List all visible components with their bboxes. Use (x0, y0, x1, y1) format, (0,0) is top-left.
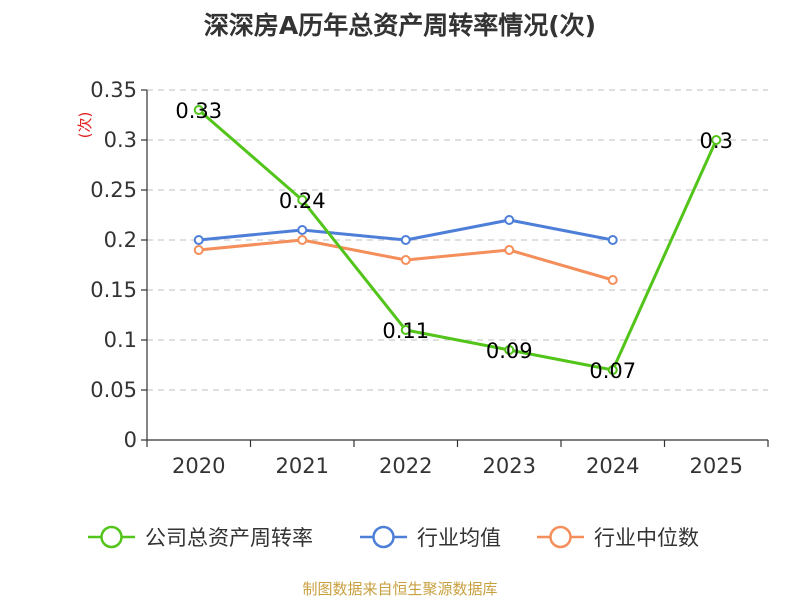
y-tick-label: 0.35 (90, 78, 137, 102)
data-point (400, 255, 411, 265)
y-tick-label: 0.2 (104, 228, 137, 252)
x-tick-label: 2021 (276, 454, 329, 478)
data-point (193, 105, 204, 115)
y-axis-label: (次) (76, 112, 94, 139)
data-point (297, 195, 308, 205)
legend-item-2[interactable]: 行业中位数 (537, 525, 699, 550)
legend[interactable]: 公司总资产周转率 行业均值 行业中位数 (88, 525, 699, 550)
y-tick-labels: 0 0.05 0.1 0.15 0.2 0.25 0.3 0.35 (90, 78, 147, 452)
data-point (711, 135, 722, 145)
y-tick-label: 0.1 (104, 328, 137, 352)
data-point (504, 345, 515, 355)
x-tick-label: 2022 (379, 454, 432, 478)
data-point (193, 235, 204, 245)
data-label: 0.09 (486, 339, 533, 363)
y-tick-label: 0.05 (90, 378, 137, 402)
chart-title: 深深房A历年总资产周转率情况(次) (203, 11, 597, 40)
series-0: 0.33 0.24 0.11 0.09 0.07 0.3 (175, 99, 733, 383)
series-1 (193, 215, 618, 245)
legend-marker-icon (549, 525, 572, 549)
y-tick-label: 0 (124, 428, 137, 452)
y-tick-label: 0.25 (90, 178, 137, 202)
x-tick-labels: 2020 2021 2022 2023 2024 2025 (146, 440, 769, 478)
legend-label: 行业均值 (417, 526, 501, 550)
series-2 (193, 235, 618, 285)
y-tick-label: 0.3 (104, 128, 137, 152)
data-point (504, 245, 515, 255)
legend-label: 公司总资产周转率 (145, 526, 313, 550)
x-tick-label: 2020 (172, 454, 225, 478)
data-label: 0.24 (279, 189, 326, 213)
data-point (607, 235, 618, 245)
source-note: 制图数据来自恒生聚源数据库 (302, 580, 498, 598)
x-tick-label: 2024 (586, 454, 639, 478)
data-point (297, 225, 308, 235)
grid-lines (147, 89, 768, 391)
data-label: 0.11 (382, 319, 429, 343)
legend-item-1[interactable]: 行业均值 (360, 525, 501, 550)
x-tick-label: 2025 (690, 454, 743, 478)
data-point (607, 275, 618, 285)
series-line (197, 108, 718, 372)
data-label: 0.07 (589, 359, 636, 383)
series-group: 0.33 0.24 0.11 0.09 0.07 0.3 (175, 99, 733, 383)
x-tick-label: 2023 (483, 454, 536, 478)
y-tick-label: 0.15 (90, 278, 137, 302)
data-point (297, 235, 308, 245)
data-point (193, 245, 204, 255)
legend-marker-icon (100, 525, 123, 549)
data-label: 0.3 (700, 129, 733, 153)
legend-marker-icon (372, 525, 395, 549)
data-point (400, 235, 411, 245)
data-point (504, 215, 515, 225)
data-point (400, 325, 411, 335)
legend-item-0[interactable]: 公司总资产周转率 (88, 525, 313, 550)
legend-label: 行业中位数 (594, 526, 699, 550)
data-label: 0.33 (175, 99, 222, 123)
data-point (607, 365, 618, 375)
axes (146, 90, 768, 441)
